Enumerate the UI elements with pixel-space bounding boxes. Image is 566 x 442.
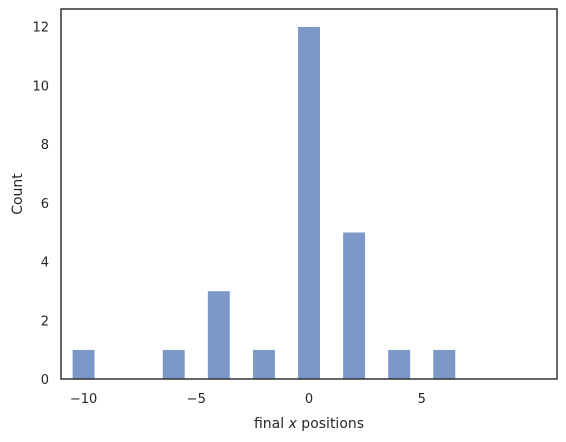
y-axis-label: Count: [10, 173, 26, 215]
bars-group: [71, 26, 456, 380]
x-tick-label: 0: [305, 392, 313, 407]
bar-4: [297, 26, 321, 380]
bar-1: [162, 349, 186, 380]
axes-frame: [60, 8, 558, 380]
bar-2: [207, 290, 231, 380]
bar-0: [71, 349, 96, 380]
bar-3: [252, 349, 276, 380]
x-tick-label: −10: [70, 392, 97, 407]
y-tick-label: 0: [41, 373, 49, 388]
bar-6: [387, 349, 411, 380]
y-tick-label: 12: [32, 21, 49, 36]
y-tick-label: 8: [41, 138, 49, 153]
x-axis-label: final x positions: [254, 416, 364, 432]
y-tick-label: 4: [41, 256, 49, 271]
bar-5: [342, 231, 366, 380]
y-tick-label: 10: [32, 79, 49, 94]
y-tick-label: 6: [41, 197, 49, 212]
y-tick-label: 2: [41, 314, 49, 329]
y-tick-labels: 0 2 4 6 8 10 12: [32, 21, 49, 388]
x-tick-label: 5: [418, 392, 426, 407]
x-tick-labels: −10 −5 0 5: [70, 392, 426, 407]
bar-7: [432, 349, 456, 380]
x-tick-label: −5: [187, 392, 206, 407]
